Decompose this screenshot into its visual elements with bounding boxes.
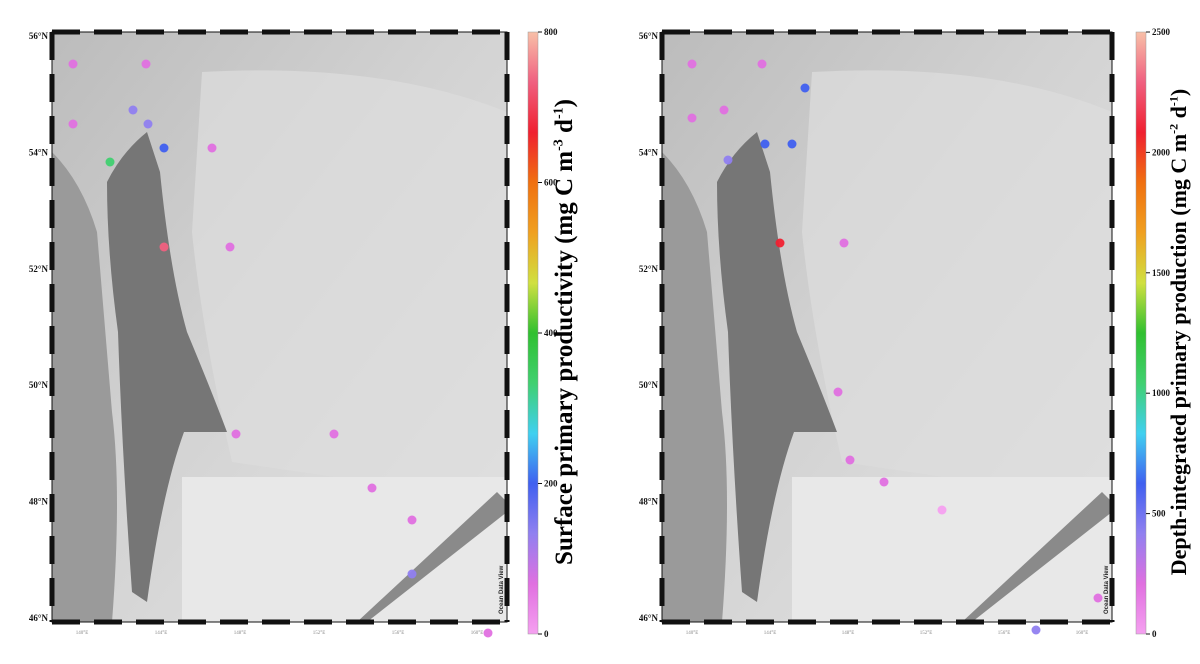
right-lon-label-4: 156°E <box>998 631 1011 636</box>
right-colorbar-title-mid: d <box>1166 106 1191 124</box>
left-sakhalin <box>107 132 227 602</box>
right-lon-label-1: 144°E <box>764 631 777 636</box>
right-station-point <box>833 387 843 397</box>
left-colorbar-tick-2: 400 <box>544 328 558 338</box>
right-station-point <box>879 477 889 487</box>
right-map-area <box>662 32 1112 622</box>
left-station-point <box>159 242 169 252</box>
right-station-point <box>719 105 729 115</box>
right-lon-label-0: 140°E <box>686 631 699 636</box>
right-station-point <box>723 155 733 165</box>
right-lat-label-0: 56°N <box>639 31 659 41</box>
right-lat-label-4: 48°N <box>639 497 659 507</box>
left-lon-label-3: 152°E <box>313 631 326 636</box>
left-lon-label-5: 160°E <box>471 631 484 636</box>
left-station-point <box>143 119 153 129</box>
right-lat-label-1: 54°N <box>639 147 659 157</box>
right-colorbar-tick-2: 1500 <box>1152 268 1171 278</box>
left-lon-label-2: 148°E <box>234 631 247 636</box>
left-station-point <box>159 143 169 153</box>
left-map-svg: 56°N 54°N 52°N 50°N 48°N 46°N 140°E 144°E 148°E 1… <box>29 27 558 639</box>
left-colorbar-title-mid: d <box>551 119 578 140</box>
left-colorbar-tick-1: 600 <box>544 178 558 188</box>
left-station-point <box>141 59 151 69</box>
left-colorbar-tick-4: 0 <box>544 629 549 639</box>
right-station-point <box>800 83 810 93</box>
left-map-panel: 56°N 54°N 52°N 50°N 48°N 46°N 140°E 144°E 148°E 1… <box>29 27 579 639</box>
left-station-point <box>128 105 138 115</box>
left-station-point <box>483 628 493 638</box>
left-station-point <box>407 515 417 525</box>
left-station-point <box>367 483 377 493</box>
left-open-ocean <box>192 70 507 502</box>
right-open-ocean <box>802 70 1112 502</box>
right-station-point <box>687 113 697 123</box>
right-map-svg: 56°N 54°N 52°N 50°N 48°N 46°N 140°E 144°E 148°E 1… <box>639 27 1171 639</box>
left-kuril-islands <box>357 492 507 622</box>
right-station-point <box>687 59 697 69</box>
left-lat-label-1: 54°N <box>29 147 49 157</box>
left-lat-label-3: 50°N <box>29 380 49 390</box>
right-lat-label-5: 46°N <box>639 613 659 623</box>
right-lat-label-3: 50°N <box>639 380 659 390</box>
right-station-point <box>1093 593 1103 603</box>
left-station-point <box>231 429 241 439</box>
right-lon-label-5: 160°E <box>1076 631 1089 636</box>
left-lat-label-2: 52°N <box>29 264 49 274</box>
right-lon-label-2: 148°E <box>842 631 855 636</box>
right-station-point <box>787 139 797 149</box>
left-station-point <box>407 569 417 579</box>
left-lon-label-4: 156°E <box>392 631 405 636</box>
right-lat-label-2: 52°N <box>639 264 659 274</box>
left-colorbar-title-sup2: -1 <box>551 107 567 120</box>
right-station-point <box>760 139 770 149</box>
right-colorbar-title-main: Depth-integrated primary production (mg … <box>1166 133 1191 576</box>
left-station-point <box>68 59 78 69</box>
left-colorbar-title-end: ) <box>551 99 578 108</box>
left-map-area <box>52 32 507 622</box>
right-station-point <box>775 238 785 248</box>
right-colorbar-tick-0: 2500 <box>1152 27 1171 37</box>
left-lat-label-4: 48°N <box>29 497 49 507</box>
right-colorbar-title-end: ) <box>1166 88 1191 97</box>
right-colorbar-tick-1: 2000 <box>1152 147 1171 157</box>
right-sakhalin <box>717 132 837 602</box>
right-station-point <box>1031 625 1041 635</box>
right-colorbar-tick-4: 500 <box>1152 509 1166 519</box>
left-lon-label-1: 144°E <box>155 631 168 636</box>
right-map-panel: 56°N 54°N 52°N 50°N 48°N 46°N 140°E 144°E 148°E 1… <box>600 0 1200 664</box>
left-colorbar-tick-0: 800 <box>544 27 558 37</box>
right-station-point <box>757 59 767 69</box>
left-station-point <box>105 157 115 167</box>
right-station-point <box>845 455 855 465</box>
left-lat-label-0: 56°N <box>29 31 49 41</box>
left-station-point <box>329 429 339 439</box>
left-colorbar-title-main: Surface primary productivity (mg C m <box>551 150 578 565</box>
left-colorbar-title: Surface primary productivity (mg C m-3 d… <box>551 99 579 565</box>
right-station-point <box>839 238 849 248</box>
left-mainland <box>52 152 117 622</box>
left-colorbar <box>527 31 539 635</box>
right-colorbar-title-sup1: -2 <box>1166 123 1181 134</box>
left-credit: Ocean Data View <box>499 565 505 614</box>
right-kuril-islands <box>962 492 1112 622</box>
left-station-point <box>207 143 217 153</box>
left-lat-label-5: 46°N <box>29 613 49 623</box>
left-colorbar-tick-3: 200 <box>544 479 558 489</box>
left-colorbar-title-sup1: -3 <box>551 139 567 151</box>
right-mainland <box>662 152 727 622</box>
left-lon-label-0: 140°E <box>76 631 89 636</box>
right-station-point <box>937 505 947 515</box>
left-station-point <box>225 242 235 252</box>
right-colorbar-tick-3: 1000 <box>1152 388 1171 398</box>
right-credit: Ocean Data View <box>1104 565 1110 614</box>
right-colorbar <box>1135 31 1147 635</box>
right-colorbar-title-sup2: -1 <box>1166 96 1181 107</box>
left-station-point <box>68 119 78 129</box>
right-colorbar-title: Depth-integrated primary production (mg … <box>1166 89 1192 575</box>
right-colorbar-tick-5: 0 <box>1152 629 1157 639</box>
right-lon-label-3: 152°E <box>920 631 933 636</box>
